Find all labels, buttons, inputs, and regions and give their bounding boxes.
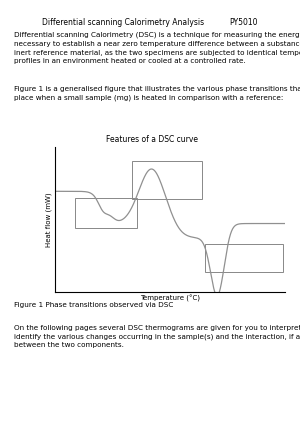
Text: Differential scanning Calorimetry Analysis: Differential scanning Calorimetry Analys… (42, 18, 204, 27)
Bar (74, 198, 137, 229)
Text: Features of a DSC curve: Features of a DSC curve (106, 135, 198, 144)
Text: Differential scanning Calorimetry (DSC) is a technique for measuring the energy
: Differential scanning Calorimetry (DSC) … (14, 32, 300, 64)
Text: PY5010: PY5010 (230, 18, 258, 27)
Text: Figure 1 Phase transitions observed via DSC: Figure 1 Phase transitions observed via … (14, 302, 173, 308)
Text: On the following pages several DSC thermograms are given for you to interpret.  : On the following pages several DSC therm… (14, 325, 300, 349)
Y-axis label: Heat flow (mW): Heat flow (mW) (46, 192, 52, 247)
Bar (205, 244, 283, 272)
Bar (132, 161, 202, 199)
Text: Figure 1 is a generalised figure that illustrates the various phase transitions : Figure 1 is a generalised figure that il… (14, 86, 300, 101)
X-axis label: Temperature (°C): Temperature (°C) (140, 295, 200, 302)
